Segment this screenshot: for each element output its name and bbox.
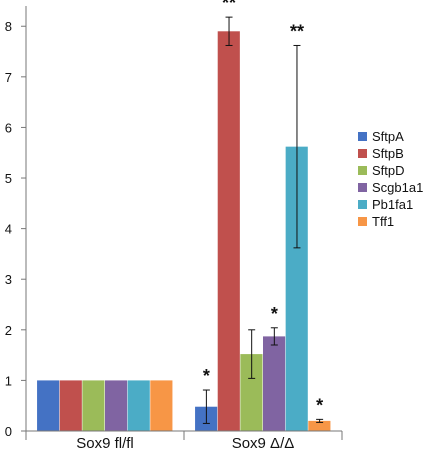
legend-label: Tff1 bbox=[372, 214, 395, 229]
legend-item-sftpb: SftpB bbox=[358, 145, 423, 162]
bar-sftpa-0 bbox=[37, 380, 60, 431]
significance-marker: * bbox=[271, 304, 278, 324]
x-category-label: Sox9 fl/fl bbox=[76, 435, 134, 452]
bar-tff1-0 bbox=[150, 380, 173, 431]
legend-swatch bbox=[358, 217, 367, 226]
y-tick-label: 2 bbox=[5, 323, 12, 338]
bar-scgb1a1-1 bbox=[263, 336, 286, 431]
bar-sftpd-1 bbox=[240, 354, 263, 431]
significance-marker: ** bbox=[290, 21, 304, 41]
legend-label: Pb1fa1 bbox=[372, 197, 414, 212]
legend-swatch bbox=[358, 149, 367, 158]
legend-swatch bbox=[358, 183, 367, 192]
x-category-label: Sox9 Δ/Δ bbox=[232, 435, 295, 452]
legend-label: Scgb1a1 bbox=[372, 180, 424, 195]
x-axis: Sox9 fl/fl Sox9 Δ/Δ bbox=[25, 430, 343, 452]
y-tick-label: 4 bbox=[5, 222, 12, 237]
legend-swatch bbox=[358, 200, 367, 209]
legend-item-scgb1a1: Scgb1a1 bbox=[358, 179, 423, 196]
bar-sftpb-1 bbox=[217, 31, 240, 432]
y-tick-label: 5 bbox=[5, 171, 12, 186]
y-tick-label: 7 bbox=[5, 70, 12, 85]
y-tick-label: 6 bbox=[5, 120, 12, 135]
bar-sftpd-0 bbox=[82, 380, 105, 431]
legend-label: SftpA bbox=[372, 129, 404, 144]
significance-marker: * bbox=[316, 395, 323, 415]
bar-sftpb-0 bbox=[59, 380, 82, 431]
legend-item-sftpd: SftpD bbox=[358, 162, 423, 179]
y-tick-label: 8 bbox=[5, 19, 12, 34]
y-tick-label: 3 bbox=[5, 272, 12, 287]
legend-label: SftpB bbox=[372, 146, 404, 161]
bar-tff1-1 bbox=[308, 420, 331, 431]
significance-marker: ** bbox=[222, 0, 236, 13]
bar-pb1fa1-1 bbox=[285, 146, 308, 431]
bar-pb1fa1-0 bbox=[127, 380, 150, 431]
bar-scgb1a1-0 bbox=[105, 380, 128, 431]
legend-swatch bbox=[358, 132, 367, 141]
bars: ******* bbox=[37, 0, 331, 432]
legend-swatch bbox=[358, 166, 367, 175]
y-axis: 0 1 2 3 4 5 6 7 8 bbox=[5, 6, 27, 439]
significance-marker: * bbox=[203, 366, 210, 386]
y-tick-label: 1 bbox=[5, 373, 12, 388]
y-tick-label: 0 bbox=[5, 424, 12, 439]
legend-item-pb1fa1: Pb1fa1 bbox=[358, 196, 423, 213]
legend-label: SftpD bbox=[372, 163, 405, 178]
legend-item-sftpa: SftpA bbox=[358, 128, 423, 145]
legend: SftpA SftpB SftpD Scgb1a1 Pb1fa1 Tff1 bbox=[358, 128, 423, 230]
legend-item-tff1: Tff1 bbox=[358, 213, 423, 230]
